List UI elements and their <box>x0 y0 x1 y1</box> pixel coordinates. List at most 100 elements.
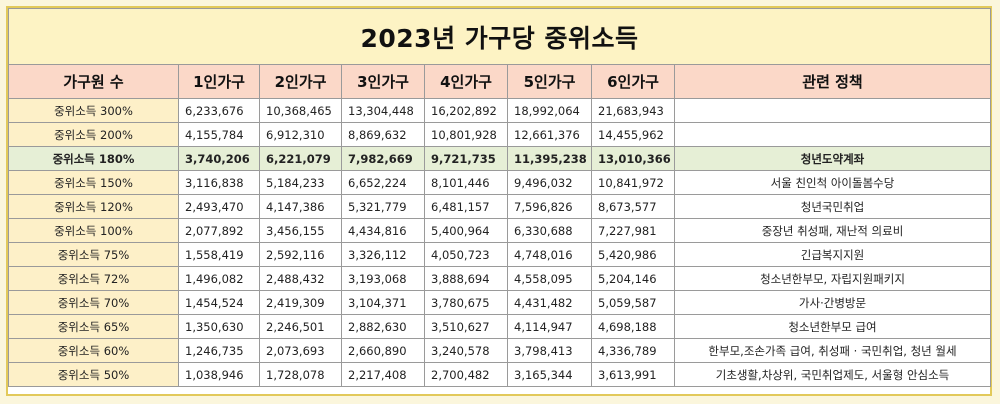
income-value-cell: 3,326,112 <box>341 242 425 267</box>
income-value-cell: 6,652,224 <box>341 170 425 195</box>
related-policy-cell: 긴급복지지원 <box>674 242 991 267</box>
related-policy-cell: 서울 친인척 아이돌봄수당 <box>674 170 991 195</box>
income-value-cell: 3,165,344 <box>507 362 592 387</box>
table-row: 중위소득 72% 1,496,082 2,488,432 3,193,068 3,888… <box>8 266 991 291</box>
income-value-cell: 5,321,779 <box>341 194 425 219</box>
income-value-cell: 3,613,991 <box>591 362 675 387</box>
income-value-cell: 4,748,016 <box>507 242 592 267</box>
income-level-label: 중위소득 100% <box>8 218 179 243</box>
table-row: 중위소득 50% 1,038,946 1,728,078 2,217,408 2,700… <box>8 362 991 387</box>
related-policy-cell <box>674 122 991 147</box>
income-value-cell: 6,481,157 <box>424 194 508 219</box>
table-row: 중위소득 180% 3,740,206 6,221,079 7,982,669 9,72… <box>8 146 991 171</box>
income-value-cell: 4,050,723 <box>424 242 508 267</box>
income-value-cell: 1,558,419 <box>178 242 260 267</box>
income-value-cell: 8,869,632 <box>341 122 425 147</box>
income-value-cell: 6,221,079 <box>259 146 342 171</box>
income-value-cell: 10,801,928 <box>424 122 508 147</box>
table-row: 중위소득 60% 1,246,735 2,073,693 2,660,890 3,240… <box>8 338 991 363</box>
related-policy-cell: 청년도약계좌 <box>674 146 991 171</box>
income-value-cell: 2,073,693 <box>259 338 342 363</box>
income-value-cell: 3,510,627 <box>424 314 508 339</box>
income-value-cell: 2,700,482 <box>424 362 508 387</box>
related-policy-cell: 청소년한부모, 자립지원패키지 <box>674 266 991 291</box>
income-value-cell: 2,246,501 <box>259 314 342 339</box>
income-value-cell: 8,673,577 <box>591 194 675 219</box>
income-value-cell: 4,155,784 <box>178 122 260 147</box>
income-value-cell: 3,780,675 <box>424 290 508 315</box>
header-5-person: 5인가구 <box>507 64 592 99</box>
income-value-cell: 6,233,676 <box>178 98 260 123</box>
header-2-person: 2인가구 <box>259 64 342 99</box>
table-row: 중위소득 120% 2,493,470 4,147,386 5,321,779 6,48… <box>8 194 991 219</box>
income-value-cell: 7,596,826 <box>507 194 592 219</box>
income-value-cell: 7,982,669 <box>341 146 425 171</box>
income-value-cell: 1,350,630 <box>178 314 260 339</box>
income-value-cell: 6,912,310 <box>259 122 342 147</box>
income-level-label: 중위소득 70% <box>8 290 179 315</box>
income-value-cell: 3,888,694 <box>424 266 508 291</box>
income-value-cell: 2,217,408 <box>341 362 425 387</box>
income-level-label: 중위소득 50% <box>8 362 179 387</box>
income-value-cell: 1,728,078 <box>259 362 342 387</box>
income-value-cell: 5,059,587 <box>591 290 675 315</box>
income-value-cell: 3,104,371 <box>341 290 425 315</box>
income-value-cell: 3,740,206 <box>178 146 260 171</box>
median-income-table: 2023년 가구당 중위소득 가구원 수 1인가구 2인가구 3인가구 4인가구… <box>8 8 991 387</box>
income-value-cell: 13,010,366 <box>591 146 675 171</box>
income-value-cell: 5,184,233 <box>259 170 342 195</box>
income-value-cell: 5,400,964 <box>424 218 508 243</box>
income-value-cell: 9,721,735 <box>424 146 508 171</box>
header-related-policy: 관련 정책 <box>674 64 991 99</box>
income-value-cell: 5,204,146 <box>591 266 675 291</box>
table-row: 중위소득 75% 1,558,419 2,592,116 3,326,112 4,050… <box>8 242 991 267</box>
related-policy-cell <box>674 98 991 123</box>
income-value-cell: 2,488,432 <box>259 266 342 291</box>
related-policy-cell: 가사·간병방문 <box>674 290 991 315</box>
income-value-cell: 5,420,986 <box>591 242 675 267</box>
income-value-cell: 2,660,890 <box>341 338 425 363</box>
income-level-label: 중위소득 75% <box>8 242 179 267</box>
income-value-cell: 4,434,816 <box>341 218 425 243</box>
income-level-label: 중위소득 72% <box>8 266 179 291</box>
income-value-cell: 4,698,188 <box>591 314 675 339</box>
income-value-cell: 10,841,972 <box>591 170 675 195</box>
income-value-cell: 13,304,448 <box>341 98 425 123</box>
income-level-label: 중위소득 180% <box>8 146 179 171</box>
income-value-cell: 3,116,838 <box>178 170 260 195</box>
income-value-cell: 1,454,524 <box>178 290 260 315</box>
table-row: 중위소득 100% 2,077,892 3,456,155 4,434,816 5,40… <box>8 218 991 243</box>
related-policy-cell: 청년국민취업 <box>674 194 991 219</box>
related-policy-cell: 청소년한부모 급여 <box>674 314 991 339</box>
income-value-cell: 2,493,470 <box>178 194 260 219</box>
header-household-size: 가구원 수 <box>8 64 179 99</box>
header-4-person: 4인가구 <box>424 64 508 99</box>
income-value-cell: 4,431,482 <box>507 290 592 315</box>
header-6-person: 6인가구 <box>591 64 675 99</box>
income-value-cell: 8,101,446 <box>424 170 508 195</box>
income-value-cell: 11,395,238 <box>507 146 592 171</box>
income-value-cell: 4,336,789 <box>591 338 675 363</box>
income-table-frame: 2023년 가구당 중위소득 가구원 수 1인가구 2인가구 3인가구 4인가구… <box>6 6 992 396</box>
table-row: 중위소득 70% 1,454,524 2,419,309 3,104,371 3,780… <box>8 290 991 315</box>
income-value-cell: 3,193,068 <box>341 266 425 291</box>
income-value-cell: 16,202,892 <box>424 98 508 123</box>
income-level-label: 중위소득 65% <box>8 314 179 339</box>
income-value-cell: 18,992,064 <box>507 98 592 123</box>
header-3-person: 3인가구 <box>341 64 425 99</box>
related-policy-cell: 기초생활,차상위, 국민취업제도, 서울형 안심소득 <box>674 362 991 387</box>
related-policy-cell: 중장년 취성패, 재난적 의료비 <box>674 218 991 243</box>
header-1-person: 1인가구 <box>178 64 260 99</box>
income-value-cell: 4,114,947 <box>507 314 592 339</box>
income-level-label: 중위소득 60% <box>8 338 179 363</box>
income-value-cell: 1,038,946 <box>178 362 260 387</box>
table-row: 중위소득 150% 3,116,838 5,184,233 6,652,224 8,10… <box>8 170 991 195</box>
income-level-label: 중위소득 120% <box>8 194 179 219</box>
income-value-cell: 6,330,688 <box>507 218 592 243</box>
income-value-cell: 14,455,962 <box>591 122 675 147</box>
income-value-cell: 2,882,630 <box>341 314 425 339</box>
income-value-cell: 12,661,376 <box>507 122 592 147</box>
header-row: 가구원 수 1인가구 2인가구 3인가구 4인가구 5인가구 6인가구 관련 정… <box>8 64 991 99</box>
table-row: 중위소득 200% 4,155,784 6,912,310 8,869,632 10,8… <box>8 122 991 147</box>
income-value-cell: 4,147,386 <box>259 194 342 219</box>
